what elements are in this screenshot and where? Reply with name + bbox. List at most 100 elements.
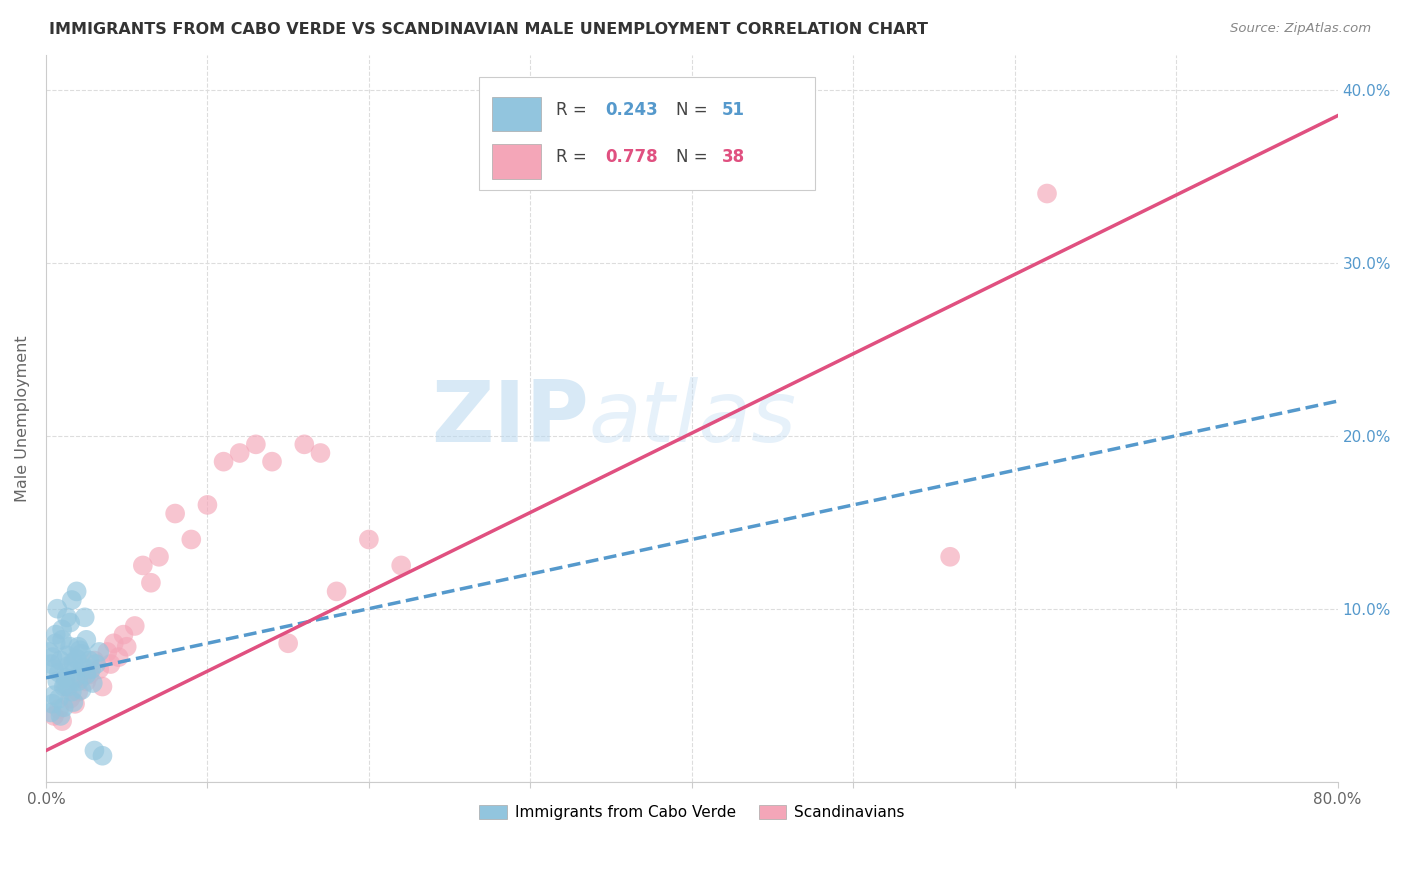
FancyBboxPatch shape: [478, 77, 814, 189]
Point: [139, 575, 162, 590]
Point: [51, 623, 73, 637]
Point: [83, 654, 105, 668]
Point: [56, 648, 79, 663]
Point: [67, 684, 90, 698]
Point: [58, 658, 80, 673]
Point: [58, 680, 80, 694]
Point: [89, 662, 111, 676]
Point: [72, 660, 94, 674]
Point: [67, 640, 90, 654]
Point: [70, 671, 93, 685]
Text: N =: N =: [676, 148, 713, 166]
Point: [59, 615, 82, 630]
Point: [148, 549, 170, 564]
Text: ZIP: ZIP: [430, 377, 589, 460]
Point: [79, 667, 101, 681]
Point: [79, 654, 101, 668]
Text: R =: R =: [557, 101, 592, 119]
Text: 38: 38: [721, 148, 745, 166]
Point: [63, 671, 86, 685]
Point: [42, 662, 65, 676]
Point: [91, 680, 114, 694]
Point: [100, 657, 122, 671]
Point: [132, 558, 155, 573]
Point: [51, 632, 73, 647]
Point: [45, 627, 67, 641]
Point: [83, 743, 105, 757]
Point: [51, 714, 73, 728]
Point: [75, 674, 97, 689]
Point: [84, 657, 107, 671]
Point: [69, 643, 91, 657]
Text: R =: R =: [557, 148, 592, 166]
Point: [70, 647, 93, 661]
Point: [56, 610, 79, 624]
Point: [357, 533, 380, 547]
Point: [46, 674, 69, 689]
Text: 0.243: 0.243: [605, 101, 658, 119]
Point: [115, 640, 138, 654]
FancyBboxPatch shape: [492, 144, 541, 178]
Point: [309, 446, 332, 460]
Point: [63, 697, 86, 711]
Point: [292, 437, 315, 451]
Point: [38, 645, 60, 659]
Point: [63, 664, 86, 678]
Point: [60, 684, 83, 698]
Point: [52, 700, 75, 714]
Point: [212, 455, 235, 469]
Point: [59, 691, 82, 706]
Point: [197, 498, 219, 512]
FancyBboxPatch shape: [492, 96, 541, 131]
Point: [48, 665, 70, 680]
Point: [939, 549, 962, 564]
Point: [165, 507, 187, 521]
Point: [82, 676, 104, 690]
Point: [42, 688, 65, 702]
Point: [245, 437, 267, 451]
Point: [260, 455, 283, 469]
Text: 0.778: 0.778: [605, 148, 658, 166]
Point: [48, 702, 70, 716]
Point: [60, 593, 83, 607]
Text: IMMIGRANTS FROM CABO VERDE VS SCANDINAVIAN MALE UNEMPLOYMENT CORRELATION CHART: IMMIGRANTS FROM CABO VERDE VS SCANDINAVI…: [49, 22, 928, 37]
Point: [277, 636, 299, 650]
Point: [42, 709, 65, 723]
Legend: Immigrants from Cabo Verde, Scandinavians: Immigrants from Cabo Verde, Scandinavian…: [474, 799, 910, 826]
Point: [96, 645, 118, 659]
Text: N =: N =: [676, 101, 713, 119]
Text: Source: ZipAtlas.com: Source: ZipAtlas.com: [1230, 22, 1371, 36]
Point: [75, 667, 97, 681]
Point: [62, 655, 84, 669]
Point: [45, 636, 67, 650]
Point: [39, 706, 62, 720]
Point: [80, 662, 103, 676]
Point: [41, 650, 63, 665]
Point: [1036, 186, 1059, 201]
Point: [73, 610, 96, 624]
Point: [112, 627, 135, 641]
Point: [53, 671, 76, 685]
Text: 51: 51: [721, 101, 745, 119]
Point: [46, 601, 69, 615]
Point: [41, 697, 63, 711]
Point: [67, 674, 90, 689]
Text: atlas: atlas: [589, 377, 796, 460]
Point: [59, 640, 82, 654]
Point: [124, 619, 146, 633]
Point: [70, 683, 93, 698]
Point: [39, 657, 62, 671]
Y-axis label: Male Unemployment: Male Unemployment: [15, 335, 30, 501]
Point: [107, 650, 129, 665]
Point: [66, 584, 89, 599]
Point: [180, 533, 202, 547]
Point: [228, 446, 250, 460]
Point: [49, 709, 72, 723]
Point: [91, 748, 114, 763]
Point: [389, 558, 412, 573]
Point: [56, 680, 79, 694]
Point: [53, 678, 76, 692]
Point: [325, 584, 347, 599]
Point: [103, 636, 125, 650]
Point: [75, 632, 97, 647]
